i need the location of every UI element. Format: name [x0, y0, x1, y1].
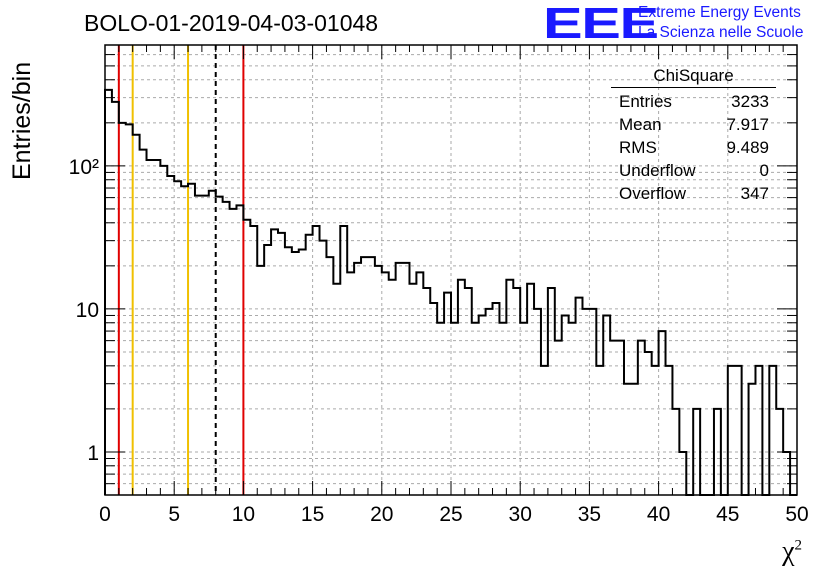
x-tick-label: 15	[301, 503, 324, 526]
y-tick-label: 10²	[69, 156, 99, 179]
stat-label: Mean	[619, 115, 662, 134]
stat-label: Underflow	[619, 161, 696, 180]
x-axis-label: χ2	[782, 536, 802, 567]
stat-value: 0	[759, 161, 769, 180]
x-tick-label: 50	[785, 503, 808, 526]
x-tick-label: 25	[439, 503, 462, 526]
stats-title: ChiSquare	[611, 66, 776, 88]
stat-row-overflow: Overflow 347	[611, 182, 776, 205]
stat-label: RMS	[619, 138, 657, 157]
eee-logo: EEE	[543, 0, 659, 48]
logo-line-2: La Scienza nelle Scuole	[638, 24, 804, 41]
stat-label: Entries	[619, 92, 672, 111]
stat-row-entries: Entries 3233	[611, 90, 776, 113]
stat-row-rms: RMS 9.489	[611, 136, 776, 159]
stat-value: 9.489	[726, 138, 769, 157]
y-tick-label: 10	[76, 299, 99, 322]
x-tick-label: 10	[232, 503, 255, 526]
stat-value: 3233	[731, 92, 769, 111]
x-tick-label: 40	[647, 503, 670, 526]
y-tick-label: 1	[87, 442, 99, 465]
stat-value: 7.917	[726, 115, 769, 134]
stat-value: 347	[740, 184, 769, 203]
stat-label: Overflow	[619, 184, 687, 203]
x-tick-label: 20	[370, 503, 393, 526]
y-axis-label: Entries/bin	[8, 61, 36, 180]
x-tick-label: 0	[99, 503, 111, 526]
chart-title: BOLO-01-2019-04-03-01048	[84, 10, 379, 36]
stats-box: ChiSquare Entries 3233 Mean 7.917 RMS 9.489 Un…	[611, 66, 776, 205]
histogram-series	[104, 88, 797, 496]
x-tick-label: 45	[716, 503, 739, 526]
x-tick-label: 5	[168, 503, 180, 526]
stat-row-mean: Mean 7.917	[611, 113, 776, 136]
logo-line-1: Extreme Energy Events	[638, 4, 801, 21]
stat-row-underflow: Underflow 0	[611, 159, 776, 182]
x-tick-label: 30	[509, 503, 532, 526]
x-tick-label: 35	[578, 503, 601, 526]
